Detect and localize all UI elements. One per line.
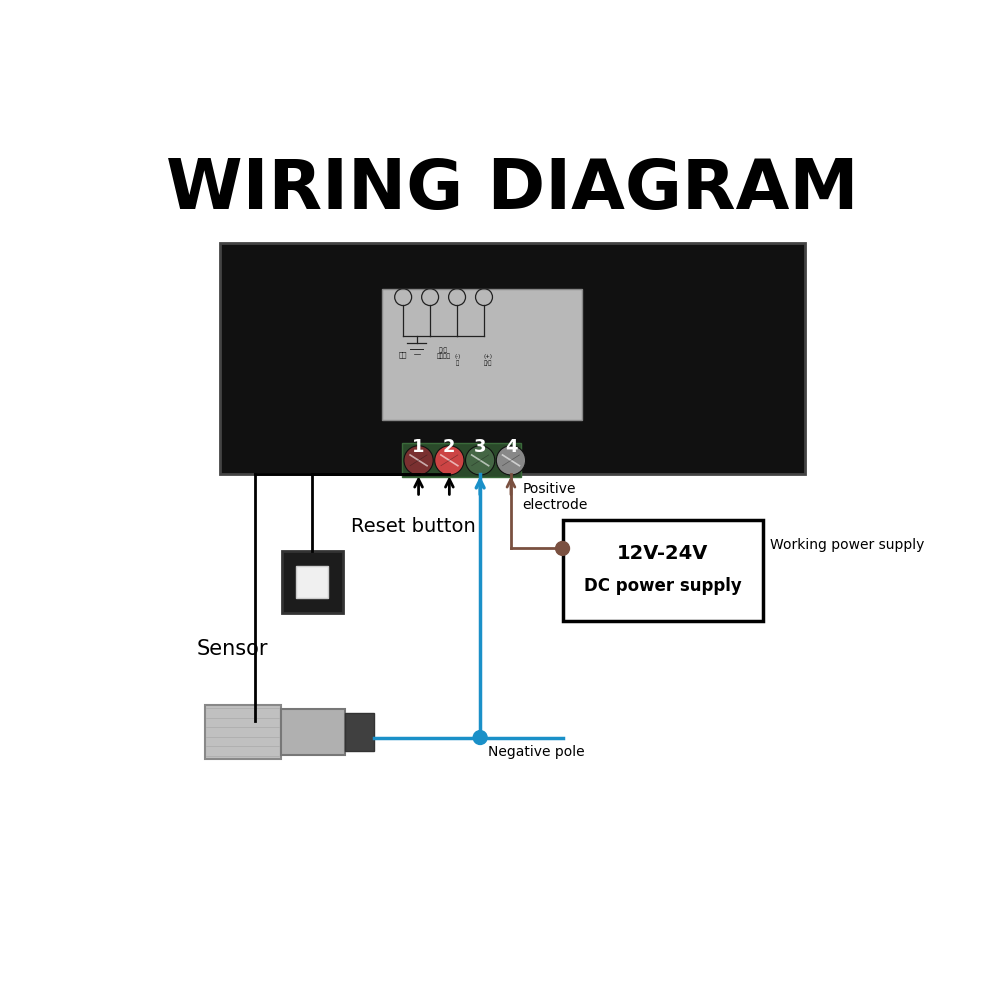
Bar: [282, 551, 343, 613]
Circle shape: [496, 446, 526, 475]
Circle shape: [473, 731, 487, 744]
Bar: [205, 705, 281, 759]
Circle shape: [556, 541, 569, 555]
Circle shape: [404, 446, 433, 475]
Text: 3: 3: [474, 438, 486, 456]
Bar: [296, 566, 328, 598]
Text: 4: 4: [505, 438, 517, 456]
Text: Positive
electrode: Positive electrode: [523, 482, 588, 512]
Text: (+)
红/棕: (+) 红/棕: [483, 354, 492, 366]
Text: 黄/黑
计数信号: 黄/黑 计数信号: [437, 347, 451, 359]
Bar: [563, 520, 763, 620]
Text: Negative pole: Negative pole: [488, 745, 584, 759]
Text: Working power supply: Working power supply: [770, 538, 925, 552]
Text: (-)
蓝: (-) 蓝: [455, 354, 461, 366]
Circle shape: [466, 446, 495, 475]
Text: Sensor: Sensor: [197, 639, 268, 659]
Bar: [382, 289, 582, 420]
Text: Reset button: Reset button: [351, 517, 476, 536]
Text: 2: 2: [443, 438, 456, 456]
Text: 复位: 复位: [399, 351, 407, 358]
Bar: [402, 443, 521, 477]
Bar: [220, 243, 805, 474]
Text: 1: 1: [412, 438, 425, 456]
Text: WIRING DIAGRAM: WIRING DIAGRAM: [166, 156, 859, 223]
Bar: [345, 713, 374, 751]
Text: DC power supply: DC power supply: [584, 577, 742, 595]
Bar: [281, 709, 345, 755]
Text: 12V-24V: 12V-24V: [617, 544, 708, 563]
Circle shape: [435, 446, 464, 475]
